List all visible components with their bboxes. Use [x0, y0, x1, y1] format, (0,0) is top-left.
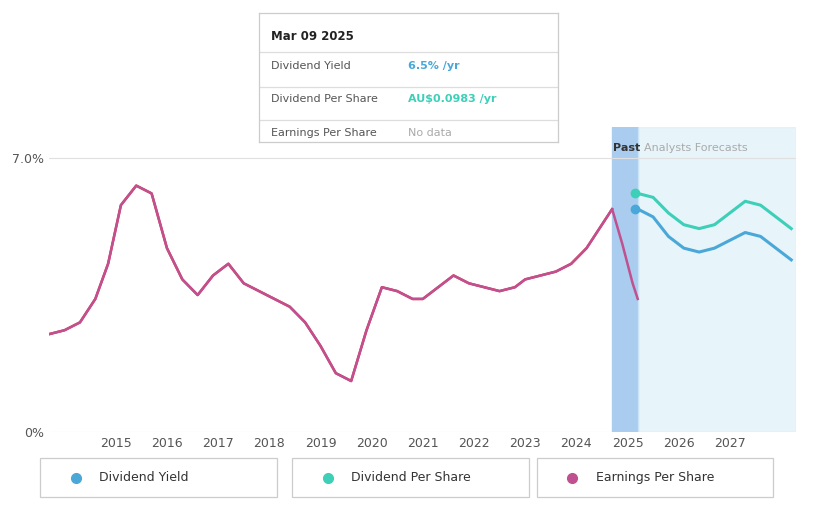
Text: 6.5% /yr: 6.5% /yr	[408, 60, 460, 71]
Text: Mar 09 2025: Mar 09 2025	[271, 29, 354, 43]
Text: Dividend Yield: Dividend Yield	[271, 60, 351, 71]
Text: Analysts Forecasts: Analysts Forecasts	[644, 143, 747, 153]
Text: Dividend Per Share: Dividend Per Share	[351, 471, 471, 484]
Text: No data: No data	[408, 128, 452, 138]
FancyBboxPatch shape	[292, 458, 529, 497]
FancyBboxPatch shape	[40, 458, 277, 497]
Text: Dividend Per Share: Dividend Per Share	[271, 94, 378, 104]
Text: AU$0.0983 /yr: AU$0.0983 /yr	[408, 94, 497, 104]
Text: Earnings Per Share: Earnings Per Share	[271, 128, 376, 138]
Text: Past: Past	[613, 143, 640, 153]
Bar	[612, 127, 638, 432]
Text: Earnings Per Share: Earnings Per Share	[596, 471, 714, 484]
Text: Dividend Yield: Dividend Yield	[99, 471, 189, 484]
FancyBboxPatch shape	[537, 458, 773, 497]
Bar	[638, 127, 796, 432]
